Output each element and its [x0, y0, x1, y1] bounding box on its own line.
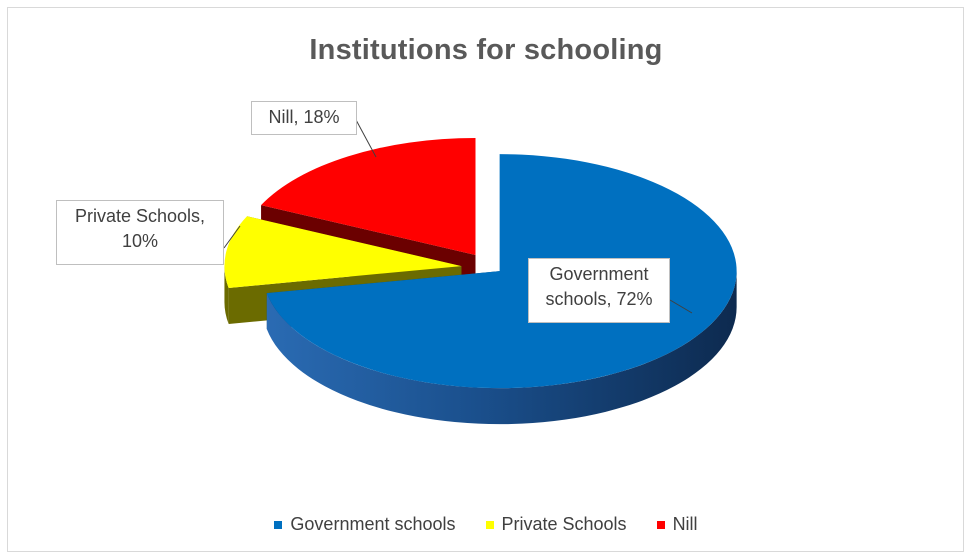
legend-item-private-schools: Private Schools [485, 514, 627, 535]
legend-swatch-government-schools [274, 520, 283, 529]
pie-slice-government-schools [266, 154, 737, 389]
pie-slice-private-schools [224, 216, 462, 288]
leader-line-government-schools [669, 299, 693, 314]
pie-slice-side-government-schools [266, 271, 737, 425]
legend-label-private-schools: Private Schools [501, 514, 627, 534]
legend: Government schools Private Schools Nill [0, 514, 972, 535]
data-label-private-schools: Private Schools, 10% [56, 200, 224, 265]
pie-slice-nill [261, 137, 476, 255]
legend-swatch-nill [656, 520, 665, 529]
data-label-government-schools-line2: schools, 72% [545, 289, 653, 309]
data-label-government-schools-line1: Government [549, 264, 649, 284]
data-label-private-schools-line2: 10% [121, 231, 159, 251]
leader-line-nill [354, 117, 377, 158]
chart-title: Institutions for schooling [309, 34, 663, 66]
pie-slice-side-private-schools [224, 266, 229, 324]
data-label-nill: Nill, 18% [251, 101, 357, 135]
legend-label-government-schools: Government schools [290, 514, 456, 534]
legend-item-government-schools: Government schools [274, 514, 456, 535]
data-label-nill-text: Nill, 18% [268, 107, 340, 127]
data-label-private-schools-line1: Private Schools, [74, 206, 206, 226]
leader-line-private-schools [223, 225, 241, 249]
legend-label-nill: Nill [672, 514, 698, 534]
data-label-government-schools: Government schools, 72% [528, 258, 670, 323]
legend-item-nill: Nill [656, 514, 698, 535]
legend-swatch-private-schools [485, 520, 494, 529]
